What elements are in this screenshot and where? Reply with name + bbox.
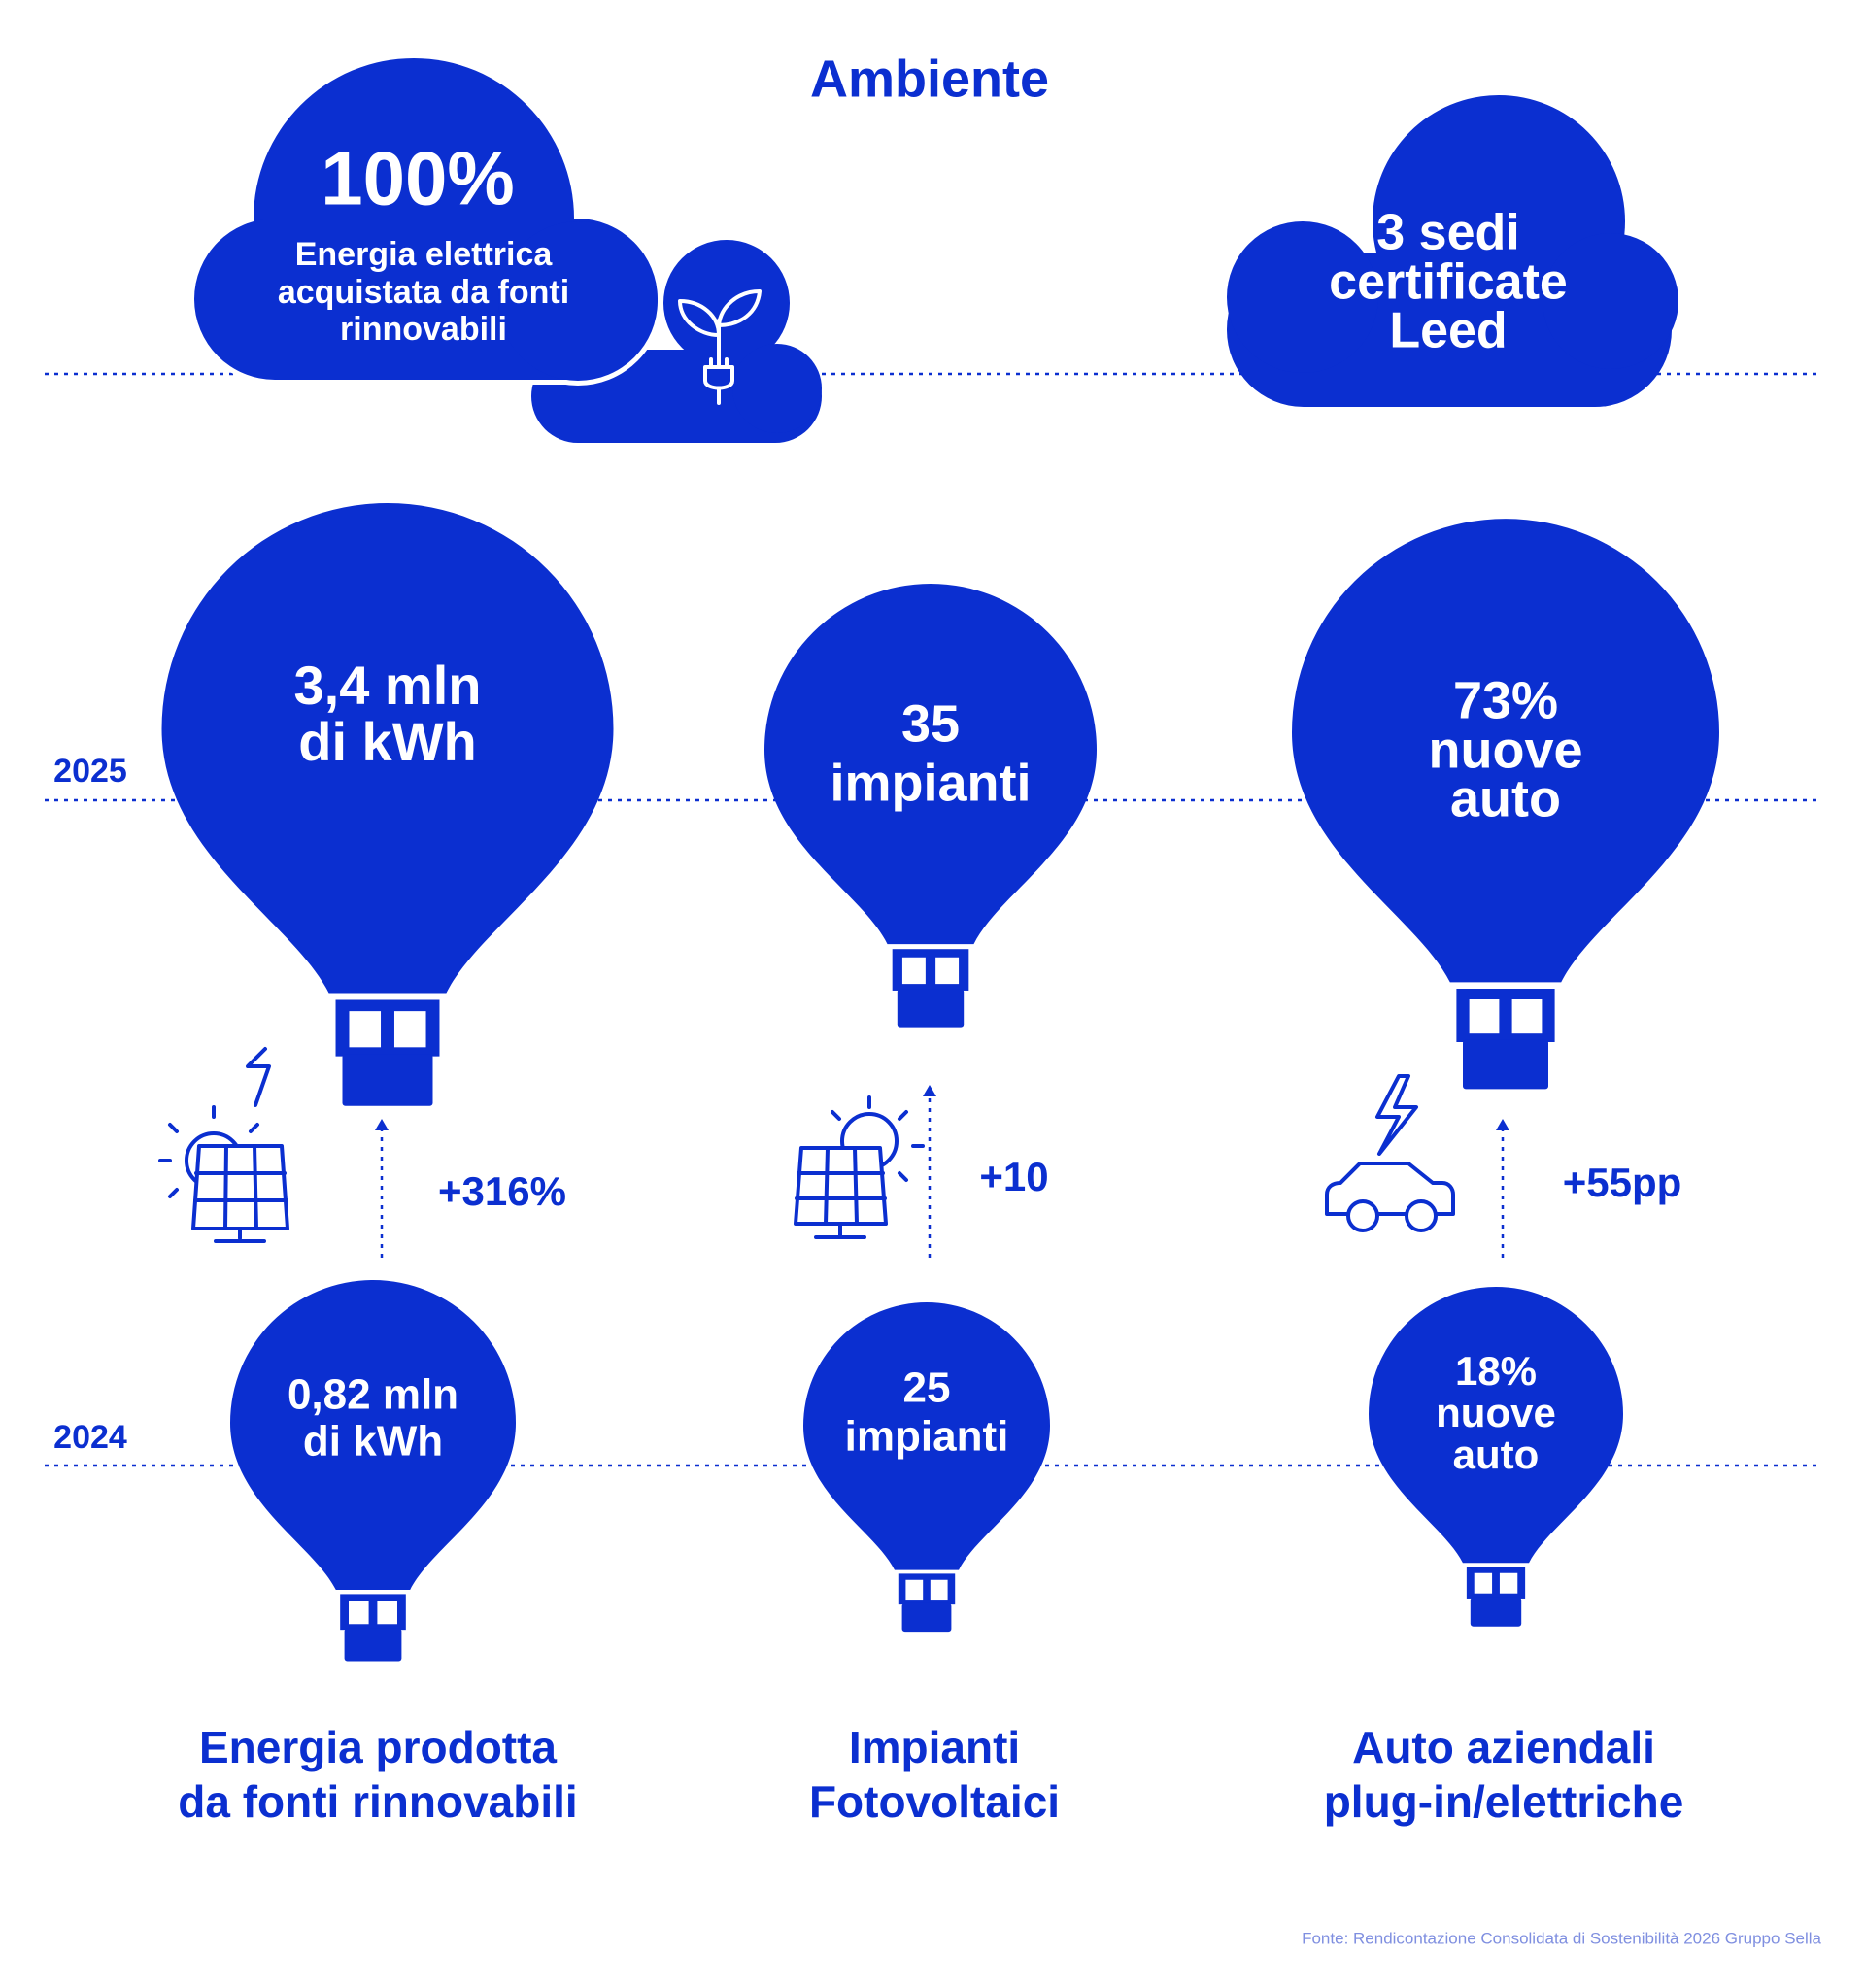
basket-window xyxy=(905,1579,924,1601)
cloud-headline: 100% xyxy=(321,136,515,221)
balloon xyxy=(1369,1287,1623,1564)
basket-window xyxy=(1511,999,1543,1034)
basket-window xyxy=(901,957,926,985)
source: Fonte: Rendicontazione Consolidata di So… xyxy=(1302,1929,1821,1947)
column-label: da fonti rinnovabili xyxy=(178,1776,577,1827)
cloud-text: Leed xyxy=(1389,303,1507,359)
arrow-head xyxy=(1496,1119,1509,1130)
solar-panel-icon xyxy=(158,1047,289,1243)
plant-plug-icon xyxy=(678,289,762,405)
basket xyxy=(901,1602,952,1633)
balloon-value: 3,4 mln xyxy=(294,655,482,716)
cloud xyxy=(1227,95,1678,407)
basket xyxy=(342,1054,433,1106)
balloon-value: 73% xyxy=(1453,671,1558,729)
car-icon xyxy=(1325,1074,1455,1232)
column-label: plug-in/elettriche xyxy=(1324,1776,1684,1827)
basket-window xyxy=(930,1579,948,1601)
cloud xyxy=(194,58,658,381)
basket xyxy=(344,1628,402,1662)
basket-window xyxy=(935,957,960,985)
title: Ambiente xyxy=(810,50,1049,108)
basket xyxy=(1470,1597,1522,1627)
basket-window xyxy=(349,1011,382,1048)
column-label: Impianti xyxy=(849,1722,1020,1772)
balloon xyxy=(1292,519,1719,983)
basket-window xyxy=(377,1601,397,1625)
cloud-text: rinnovabili xyxy=(340,311,507,348)
cloud-text: certificate xyxy=(1329,254,1568,311)
balloon-value: 18% xyxy=(1455,1348,1537,1394)
arrow-head xyxy=(923,1085,936,1096)
basket-window xyxy=(393,1011,426,1048)
basket xyxy=(897,989,965,1028)
balloon-value: auto xyxy=(1450,769,1561,827)
cloud-text: 3 sedi xyxy=(1376,205,1519,261)
balloon-value: impianti xyxy=(830,754,1031,812)
balloon-value: 0,82 mln xyxy=(288,1371,458,1419)
balloon-value: nuove xyxy=(1428,721,1582,779)
balloon-value: auto xyxy=(1453,1432,1540,1477)
basket-window xyxy=(1499,1572,1518,1594)
basket-window xyxy=(349,1601,369,1625)
year-label: 2024 xyxy=(53,1419,127,1456)
balloon xyxy=(803,1302,1050,1570)
cloud-text: Energia elettrica xyxy=(295,236,554,273)
column-label: Fotovoltaici xyxy=(809,1776,1060,1827)
balloon-value: di kWh xyxy=(303,1418,443,1466)
balloon xyxy=(161,503,614,994)
basket xyxy=(1463,1039,1548,1090)
balloon xyxy=(230,1280,516,1590)
basket-window xyxy=(1474,1572,1493,1594)
balloon-value: nuove xyxy=(1436,1390,1556,1435)
change-label: +316% xyxy=(438,1168,566,1214)
change-label: +55pp xyxy=(1563,1160,1682,1205)
balloon-value: 25 xyxy=(903,1365,951,1412)
arrow-head xyxy=(375,1119,389,1130)
balloon-value: 35 xyxy=(901,694,960,753)
column-label: Energia prodotta xyxy=(199,1722,557,1772)
balloon-value: di kWh xyxy=(298,711,477,772)
cloud-text: acquistata da fonti xyxy=(278,274,569,311)
basket-window xyxy=(1469,999,1500,1034)
year-label: 2025 xyxy=(53,753,127,790)
solar-panel-icon xyxy=(794,1095,925,1239)
change-label: +10 xyxy=(979,1154,1048,1199)
column-label: Auto aziendali xyxy=(1352,1722,1655,1772)
balloon xyxy=(764,584,1097,945)
balloon-value: impianti xyxy=(845,1413,1009,1461)
